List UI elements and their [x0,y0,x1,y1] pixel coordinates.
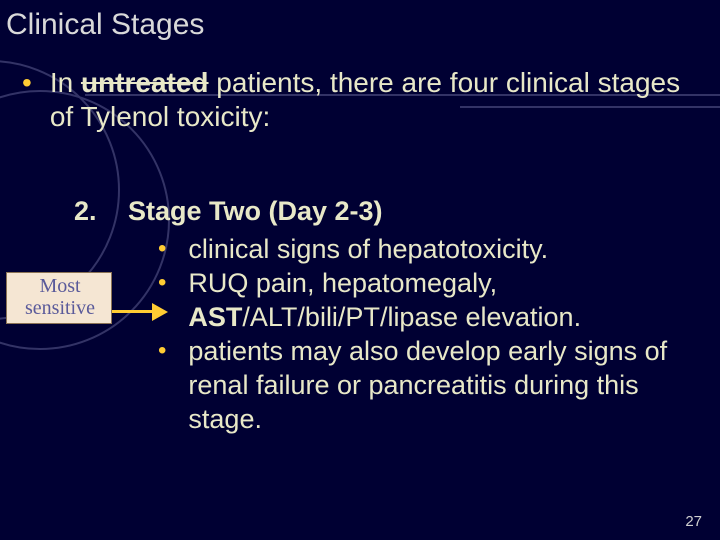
callout-line2: sensitive [25,297,95,319]
sub-pre: RUQ pain, hepatomegaly, [188,268,497,298]
sub-post: /ALT/bili/PT/lipase elevation. [242,302,581,332]
callout-line1: Most [39,275,80,297]
bullet-dot-icon: • [158,232,166,266]
sub-item-text: clinical signs of hepatotoxicity. [188,232,548,266]
bullet-dot-icon: • [22,66,32,134]
stage-title: Stage Two (Day 2-3) [128,196,383,227]
sub-item: • RUQ pain, hepatomegaly, AST/ALT/bili/P… [158,266,698,334]
sub-item-text: RUQ pain, hepatomegaly, AST/ALT/bili/PT/… [188,266,698,334]
bullet-dot-icon: • [158,334,166,436]
stage-number: 2. [74,196,97,227]
main-bullet-text: In untreated patients, there are four cl… [50,66,702,134]
callout-text: Most sensitive [12,275,108,319]
sub-bold: AST [188,302,242,332]
bullet-dot-icon: • [158,266,166,334]
sub-item: • clinical signs of hepatotoxicity. [158,232,698,266]
main-bold-struck: untreated [81,67,209,98]
main-pre: In [50,67,81,98]
sub-bullet-list: • clinical signs of hepatotoxicity. • RU… [158,232,698,436]
sub-item: • patients may also develop early signs … [158,334,698,436]
main-bullet: • In untreated patients, there are four … [22,66,702,134]
page-number: 27 [685,513,702,530]
slide-title: Clinical Stages [6,8,204,42]
sub-item-text: patients may also develop early signs of… [188,334,698,436]
